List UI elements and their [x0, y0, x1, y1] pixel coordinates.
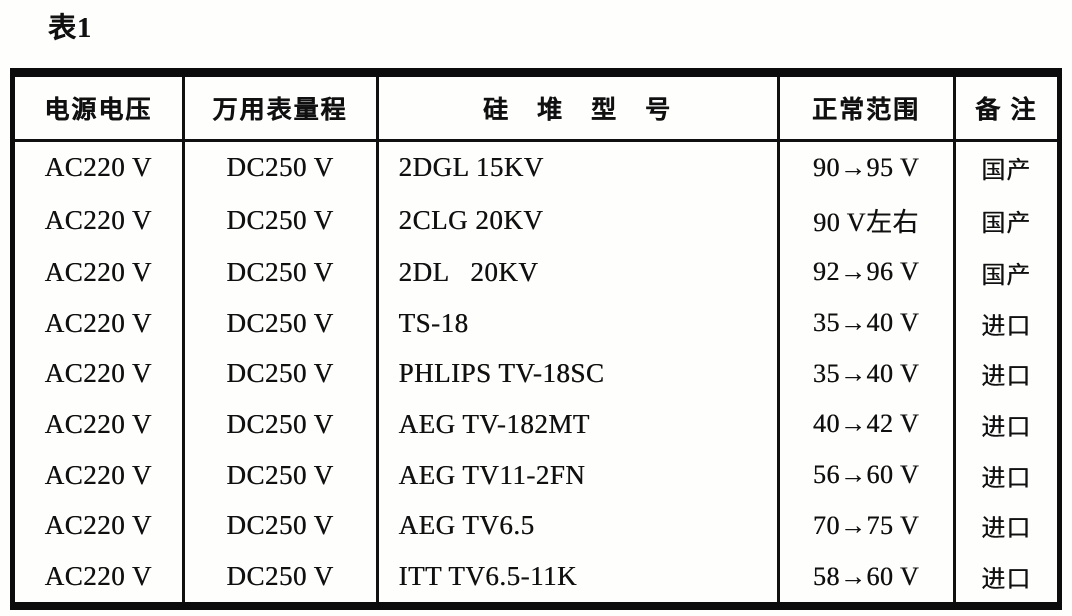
column-header: 万用表量程 — [181, 77, 377, 142]
column-header: 备 注 — [952, 77, 1057, 142]
table-cell: AC220 V — [44, 408, 152, 439]
table-row: AC220 V DC250 V AEG TV6.5 70→75 V 进口 — [15, 500, 1057, 552]
table-cell: AC220 V — [44, 561, 152, 592]
rectifier-voltage-table: 电源电压 万用表量程硅 堆 型 号正常范围备 注 AC220 V DC250 V 2D… — [15, 77, 1057, 602]
table-cell: AC220 V — [44, 152, 152, 183]
table-caption: 表1 — [48, 13, 93, 44]
column-header: 硅 堆 型 号 — [375, 77, 778, 142]
table-cell: AEG TV11-2FN — [375, 449, 778, 501]
table-row: AC220 V DC250 V ITT TV6.5-11K 58→60 V 进口 — [15, 551, 1057, 602]
table-header-row: 电源电压 万用表量程硅 堆 型 号正常范围备 注 — [15, 77, 1057, 142]
table-cell: DC250 V — [181, 449, 377, 501]
table-cell: 56→60 V — [776, 449, 954, 501]
table-cell: AEG TV6.5 — [375, 500, 778, 552]
table-cell: 进口 — [952, 500, 1057, 552]
table-cell: DC250 V — [181, 246, 377, 298]
table-row: AC220 V DC250 V TS-18 35→40 V 进口 — [15, 297, 1057, 349]
table-row: 电源电压 万用表量程硅 堆 型 号正常范围备 注 — [15, 77, 1057, 142]
table-cell: 进口 — [952, 449, 1057, 501]
table-cell: DC250 V — [181, 399, 377, 450]
table-cell: 70→75 V — [776, 500, 954, 552]
table-cell: 90→95 V — [776, 140, 954, 194]
table-cell: DC250 V — [181, 140, 377, 194]
table-cell: DC250 V — [181, 297, 377, 349]
table-cell: DC250 V — [181, 348, 377, 400]
table-cell: 进口 — [952, 551, 1057, 602]
table-cell: 2DGL 15KV — [375, 140, 778, 194]
table-cell: DC250 V — [181, 551, 377, 602]
table-cell: 国产 — [952, 140, 1057, 194]
table-cell: 2CLG 20KV — [375, 193, 778, 247]
table-cell: AC220 V — [44, 459, 152, 490]
table-cell: ITT TV6.5-11K — [375, 551, 778, 602]
table-cell: DC250 V — [181, 193, 377, 247]
table-row: AC220 V DC250 V 2DL 20KV 92→96 V 国产 — [15, 246, 1057, 298]
column-header: 正常范围 — [776, 77, 954, 142]
table-cell: 进口 — [952, 399, 1057, 450]
table-cell: 国产 — [952, 246, 1057, 298]
table-cell: AC220 V — [44, 510, 152, 541]
table-cell: AC220 V — [44, 358, 152, 389]
table-row: AC220 V DC250 V PHLIPS TV-18SC 35→40 V 进口 — [15, 348, 1057, 400]
table-cell: TS-18 — [375, 297, 778, 349]
table-cell: AEG TV-182MT — [375, 399, 778, 450]
table-cell: 进口 — [952, 348, 1057, 400]
table-row: AC220 V DC250 V AEG TV11-2FN 56→60 V 进口 — [15, 449, 1057, 501]
table-cell: 国产 — [952, 193, 1057, 247]
table-row: AC220 V DC250 V AEG TV-182MT 40→42 V 进口 — [15, 399, 1057, 450]
table-cell: AC220 V — [44, 307, 152, 338]
table-cell: AC220 V — [44, 256, 152, 287]
table-row: AC220 V DC250 V 2CLG 20KV 90 V左右 国产 — [15, 193, 1057, 247]
table-cell: 58→60 V — [776, 551, 954, 602]
table-cell: PHLIPS TV-18SC — [375, 348, 778, 400]
column-header: 电源电压 — [15, 77, 183, 142]
table-cell: 2DL 20KV — [375, 246, 778, 298]
table-cell: AC220 V — [44, 204, 152, 235]
data-table-frame: 电源电压 万用表量程硅 堆 型 号正常范围备 注 AC220 V DC250 V 2D… — [10, 68, 1062, 610]
table-cell: 进口 — [952, 297, 1057, 349]
table-cell: DC250 V — [181, 500, 377, 552]
table-cell: 90 V左右 — [776, 193, 954, 247]
table-cell: 40→42 V — [776, 399, 954, 450]
table-cell: 35→40 V — [776, 348, 954, 400]
table-cell: 35→40 V — [776, 297, 954, 349]
table-cell: 92→96 V — [776, 246, 954, 298]
table-row: AC220 V DC250 V 2DGL 15KV 90→95 V 国产 — [15, 140, 1057, 194]
